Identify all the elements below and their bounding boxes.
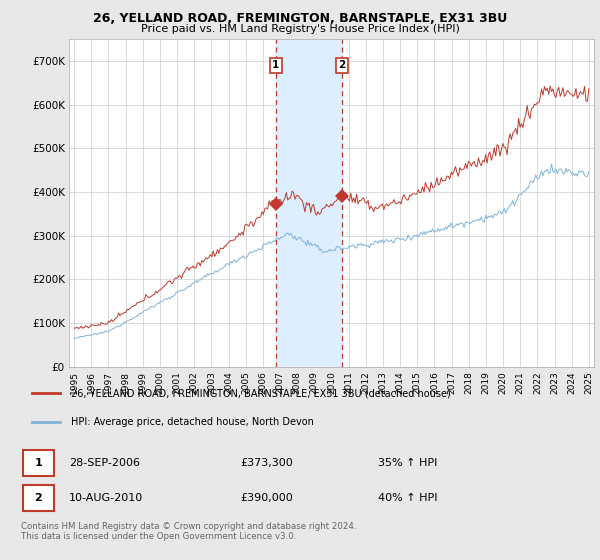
- Text: 28-SEP-2006: 28-SEP-2006: [69, 458, 140, 468]
- Text: 40% ↑ HPI: 40% ↑ HPI: [378, 493, 437, 503]
- Text: £390,000: £390,000: [240, 493, 293, 503]
- Text: 2: 2: [338, 60, 346, 71]
- Text: 26, YELLAND ROAD, FREMINGTON, BARNSTAPLE, EX31 3BU (detached house): 26, YELLAND ROAD, FREMINGTON, BARNSTAPLE…: [71, 388, 451, 398]
- Bar: [276, 39, 342, 367]
- Text: 35% ↑ HPI: 35% ↑ HPI: [378, 458, 437, 468]
- Text: £373,300: £373,300: [240, 458, 293, 468]
- FancyBboxPatch shape: [23, 485, 54, 511]
- Text: 1: 1: [272, 60, 280, 71]
- FancyBboxPatch shape: [23, 450, 54, 475]
- Text: 10-AUG-2010: 10-AUG-2010: [69, 493, 143, 503]
- Text: Price paid vs. HM Land Registry's House Price Index (HPI): Price paid vs. HM Land Registry's House …: [140, 24, 460, 34]
- Text: 2: 2: [35, 493, 42, 503]
- Text: HPI: Average price, detached house, North Devon: HPI: Average price, detached house, Nort…: [71, 417, 314, 427]
- Text: Contains HM Land Registry data © Crown copyright and database right 2024.
This d: Contains HM Land Registry data © Crown c…: [21, 522, 356, 542]
- Text: 26, YELLAND ROAD, FREMINGTON, BARNSTAPLE, EX31 3BU: 26, YELLAND ROAD, FREMINGTON, BARNSTAPLE…: [93, 12, 507, 25]
- Text: 1: 1: [35, 458, 42, 468]
